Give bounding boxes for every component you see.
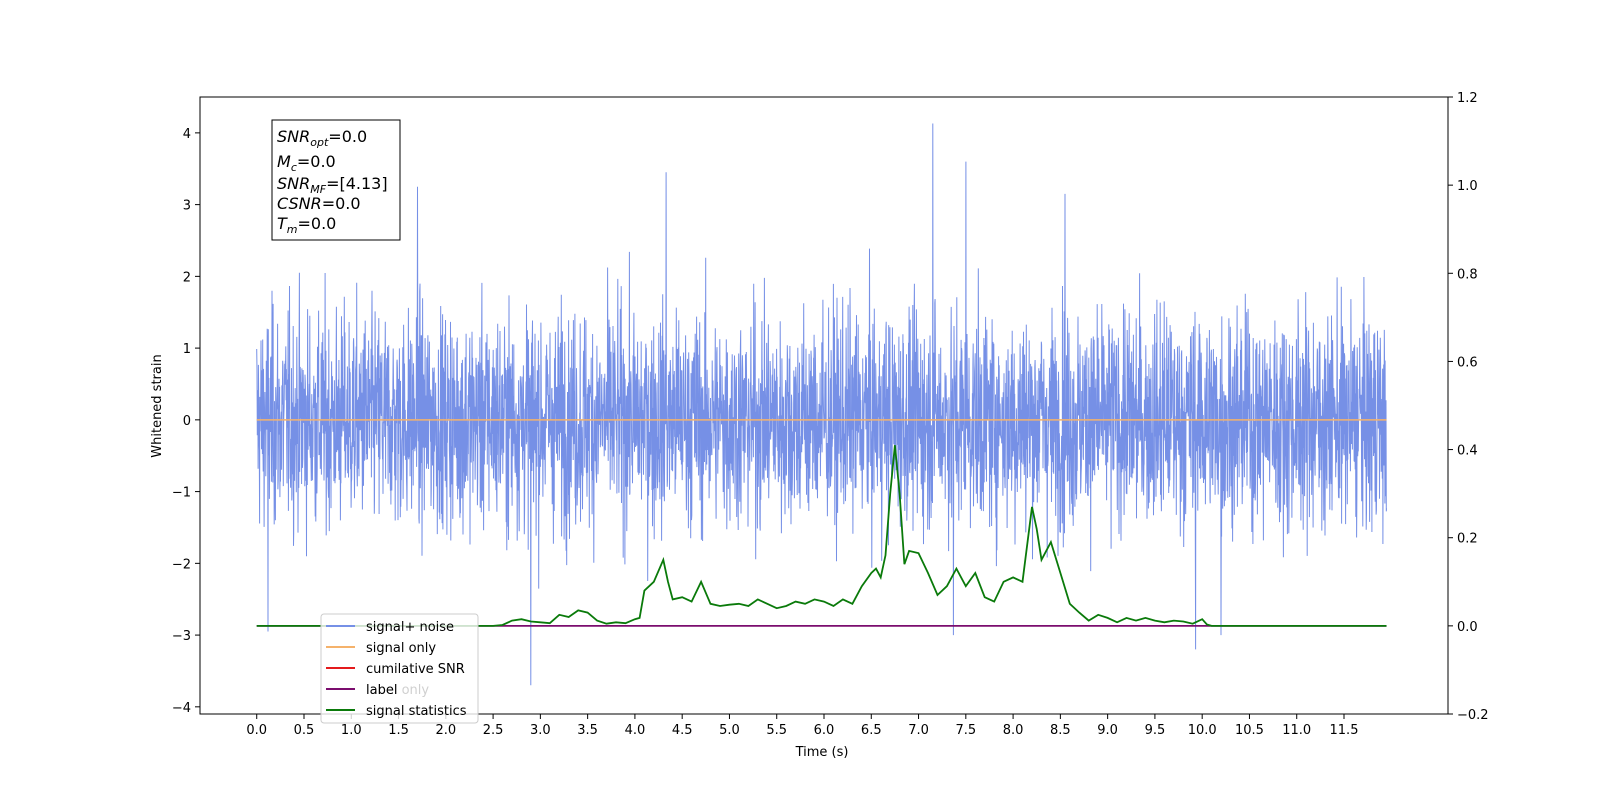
legend-frame — [320, 613, 479, 724]
legend-label-label: label — [366, 683, 397, 698]
y-axis-title: Whitened strain — [150, 354, 165, 457]
legend: signal+ noise signal only cumilative SNR… — [320, 613, 479, 724]
x-tick-label: 11.5 — [1330, 723, 1359, 738]
y-right-tick-label: 0.4 — [1457, 444, 1478, 459]
y-right-tick-label: 0.2 — [1457, 532, 1478, 547]
x-axis-title: Time (s) — [795, 745, 849, 760]
legend-label-cumulative-snr: cumilative SNR — [366, 662, 465, 677]
y-right-tick-label: 0.6 — [1457, 355, 1478, 370]
y-right-tick-label: 1.0 — [1457, 179, 1478, 194]
x-tick-label: 10.5 — [1235, 723, 1264, 738]
x-tick-label: 7.5 — [955, 723, 976, 738]
y-tick-label: 2 — [183, 270, 191, 285]
x-tick-label: 4.5 — [672, 723, 693, 738]
x-tick-label: 7.0 — [908, 723, 929, 738]
legend-label-signal-statistics: signal statistics — [366, 704, 467, 719]
y-axis-left: −4 −3 −2 −1 0 1 2 3 4 — [172, 127, 200, 716]
y-tick-label: −1 — [172, 486, 191, 501]
x-tick-label: 10.0 — [1188, 723, 1217, 738]
y-right-tick-label: −0.2 — [1457, 708, 1489, 723]
y-tick-label: 3 — [183, 199, 191, 214]
x-tick-label: 9.5 — [1145, 723, 1166, 738]
x-axis: 0.0 0.5 1.0 1.5 2.0 2.5 3.0 3.5 4.0 4.5 5.0 5.5 6.0 6… — [246, 714, 1358, 738]
y-right-tick-label: 0.0 — [1457, 620, 1478, 635]
y-tick-label: 4 — [183, 127, 191, 142]
x-tick-label: 8.5 — [1050, 723, 1071, 738]
x-tick-label: 9.0 — [1097, 723, 1118, 738]
x-tick-label: 11.0 — [1282, 723, 1311, 738]
y-tick-label: 0 — [183, 414, 191, 429]
x-tick-label: 3.5 — [577, 723, 598, 738]
stat-mc: Mc=0.0 — [277, 152, 336, 174]
x-tick-label: 2.0 — [435, 723, 456, 738]
x-tick-label: 8.0 — [1003, 723, 1024, 738]
x-tick-label: 3.0 — [530, 723, 551, 738]
x-tick-label: 2.5 — [483, 723, 504, 738]
x-tick-label: 6.5 — [861, 723, 882, 738]
stat-tm: Tm=0.0 — [277, 214, 336, 236]
stats-box-frame — [271, 119, 401, 241]
y-tick-label: −2 — [172, 557, 191, 572]
x-tick-label: 6.0 — [814, 723, 835, 738]
y-tick-label: 1 — [183, 342, 191, 357]
legend-label-signal-only: signal only — [366, 641, 436, 656]
x-tick-label: 5.0 — [719, 723, 740, 738]
x-tick-label: 5.5 — [766, 723, 787, 738]
y-tick-label: −3 — [172, 629, 191, 644]
series-signal-statistics — [256, 445, 1387, 627]
stat-snr-mf: SNRMF=[4.13] — [277, 174, 388, 196]
y-right-tick-label: 1.2 — [1457, 91, 1478, 106]
stat-snr-opt: SNRopt=0.0 — [277, 127, 367, 149]
x-tick-label: 0.0 — [246, 723, 267, 738]
legend-label-signal-noise: signal+ noise — [366, 620, 454, 635]
legend-label-label-only: label only — [366, 683, 429, 698]
stats-box: SNRopt=0.0 Mc=0.0 SNRMF=[4.13] CSNR=0.0 … — [271, 119, 401, 241]
series-layer — [256, 123, 1387, 686]
stat-csnr: CSNR=0.0 — [277, 194, 361, 213]
y-tick-label: −4 — [172, 701, 191, 716]
x-tick-label: 4.0 — [625, 723, 646, 738]
x-tick-label: 0.5 — [294, 723, 315, 738]
x-tick-label: 1.0 — [341, 723, 362, 738]
y-axis-right: −0.2 0.0 0.2 0.4 0.6 0.8 1.0 1.2 — [1448, 91, 1489, 723]
y-right-tick-label: 0.8 — [1457, 267, 1478, 282]
series-signal-noise — [256, 123, 1387, 686]
x-tick-label: 1.5 — [388, 723, 409, 738]
